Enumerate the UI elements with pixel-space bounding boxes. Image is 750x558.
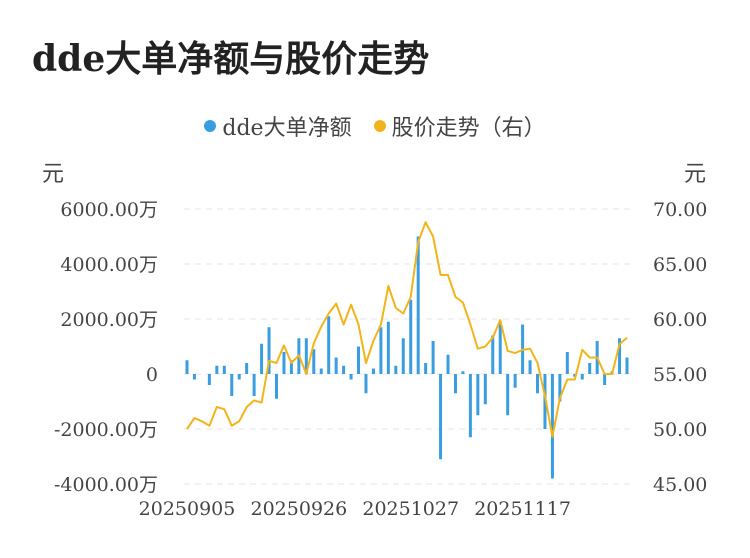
bar[interactable] bbox=[364, 374, 368, 394]
left-tick-label: 2000.00万 bbox=[60, 309, 158, 331]
right-axis-ticks: 70.00 65.00 60.00 55.00 50.00 45.00 bbox=[653, 199, 707, 496]
bar[interactable] bbox=[506, 374, 510, 416]
bar[interactable] bbox=[357, 346, 361, 375]
right-tick-label: 55.00 bbox=[653, 364, 707, 386]
bar[interactable] bbox=[222, 365, 226, 374]
bar[interactable] bbox=[327, 316, 331, 374]
bar[interactable] bbox=[453, 374, 457, 394]
right-tick-label: 45.00 bbox=[653, 474, 707, 496]
bar[interactable] bbox=[491, 335, 495, 375]
bar[interactable] bbox=[439, 374, 443, 460]
line-series bbox=[186, 221, 628, 438]
bar[interactable] bbox=[304, 338, 308, 374]
bar[interactable] bbox=[446, 354, 450, 374]
bar[interactable] bbox=[260, 343, 264, 374]
legend-item-price[interactable]: 股价走势（右） bbox=[373, 110, 546, 142]
right-tick-label: 60.00 bbox=[653, 309, 707, 331]
bar[interactable] bbox=[416, 236, 420, 375]
chart-title: dde大单净额与股价走势 bbox=[32, 38, 430, 80]
bar[interactable] bbox=[230, 374, 234, 396]
bar[interactable] bbox=[334, 357, 338, 375]
bar[interactable] bbox=[394, 365, 398, 374]
bar[interactable] bbox=[371, 368, 375, 375]
bar[interactable] bbox=[252, 374, 256, 396]
bar[interactable] bbox=[431, 341, 435, 374]
x-tick-label: 20251027 bbox=[362, 498, 459, 520]
bar[interactable] bbox=[513, 374, 517, 388]
bar[interactable] bbox=[565, 352, 569, 374]
bar[interactable] bbox=[536, 374, 540, 394]
left-tick-label: 0 bbox=[146, 364, 158, 386]
right-tick-label: 65.00 bbox=[653, 254, 707, 276]
bar[interactable] bbox=[625, 357, 629, 375]
x-axis-ticks: 20250905 20250926 20251027 20251117 bbox=[139, 498, 571, 520]
bar[interactable] bbox=[483, 374, 487, 405]
bar[interactable] bbox=[618, 338, 622, 374]
bar[interactable] bbox=[267, 327, 271, 374]
legend-label-price: 股价走势（右） bbox=[391, 116, 546, 141]
bar[interactable] bbox=[289, 360, 293, 374]
bar[interactable] bbox=[409, 299, 413, 374]
bar[interactable] bbox=[349, 374, 353, 380]
left-axis-ticks: 6000.00万 4000.00万 2000.00万 0 -2000.00万 -4000.… bbox=[54, 199, 158, 496]
left-tick-label: 4000.00万 bbox=[60, 254, 158, 276]
bar[interactable] bbox=[573, 374, 577, 377]
bar[interactable] bbox=[319, 368, 323, 375]
bar[interactable] bbox=[237, 374, 241, 380]
grid-lines bbox=[184, 208, 630, 485]
bar[interactable] bbox=[386, 321, 390, 374]
left-tick-label: 6000.00万 bbox=[60, 199, 158, 221]
bar[interactable] bbox=[558, 374, 562, 402]
right-tick-label: 70.00 bbox=[653, 199, 707, 221]
legend-marker-dde bbox=[204, 120, 217, 132]
bar[interactable] bbox=[424, 363, 428, 374]
bar[interactable] bbox=[603, 374, 607, 385]
bar[interactable] bbox=[550, 374, 554, 479]
left-tick-label: -2000.00万 bbox=[54, 419, 158, 441]
right-tick-label: 50.00 bbox=[653, 419, 707, 441]
bar-series bbox=[185, 236, 629, 479]
bar[interactable] bbox=[207, 374, 211, 385]
x-tick-label: 20251117 bbox=[474, 498, 571, 520]
bar[interactable] bbox=[461, 371, 465, 374]
legend-label-dde: dde大单净额 bbox=[222, 116, 352, 141]
bar[interactable] bbox=[379, 327, 383, 374]
bar[interactable] bbox=[588, 363, 592, 374]
bar[interactable] bbox=[476, 374, 480, 416]
legend-item-dde[interactable]: dde大单净额 bbox=[204, 110, 352, 142]
bar[interactable] bbox=[528, 360, 532, 374]
bar[interactable] bbox=[543, 374, 547, 429]
bar[interactable] bbox=[274, 374, 278, 399]
bar[interactable] bbox=[215, 365, 219, 374]
bar[interactable] bbox=[468, 374, 472, 438]
x-tick-label: 20250926 bbox=[251, 498, 348, 520]
bar[interactable] bbox=[498, 321, 502, 374]
bar[interactable] bbox=[580, 374, 584, 380]
bar[interactable] bbox=[312, 349, 316, 374]
bar[interactable] bbox=[245, 363, 249, 374]
legend: dde大单净额 股价走势（右） bbox=[0, 110, 750, 142]
price-line[interactable] bbox=[186, 221, 628, 438]
right-axis-unit: 元 bbox=[684, 162, 707, 187]
bar[interactable] bbox=[185, 360, 189, 374]
bar[interactable] bbox=[282, 352, 286, 374]
bar[interactable] bbox=[192, 374, 196, 380]
legend-marker-price bbox=[373, 120, 386, 132]
left-tick-label: -4000.00万 bbox=[54, 474, 158, 496]
bar[interactable] bbox=[342, 365, 346, 374]
bar[interactable] bbox=[401, 338, 405, 374]
left-axis-unit: 元 bbox=[42, 162, 65, 187]
x-tick-label: 20250905 bbox=[139, 498, 236, 520]
